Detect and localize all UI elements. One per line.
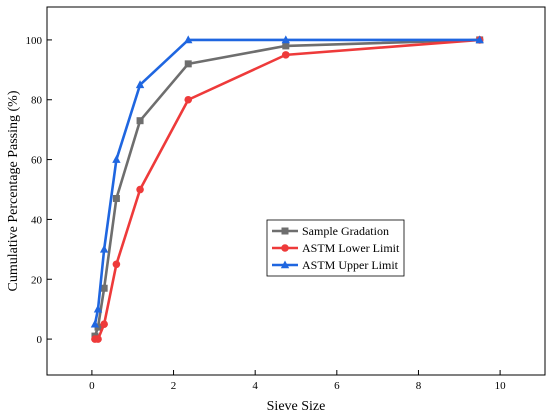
data-point xyxy=(281,51,290,59)
data-point xyxy=(112,155,121,163)
legend-marker xyxy=(280,260,290,269)
plot-frame xyxy=(46,6,546,376)
data-point xyxy=(135,80,145,89)
data-point xyxy=(475,35,484,44)
legend: Sample Gradation ASTM Lower Limit ASTM Upp… xyxy=(266,219,405,277)
legend-label: ASTM Upper Limit xyxy=(302,258,399,272)
data-point xyxy=(184,60,192,68)
x-tick-label: 6 xyxy=(334,380,340,392)
legend-item-sample-gradation: Sample Gradation xyxy=(272,224,389,238)
legend-label: Sample Gradation xyxy=(302,224,389,238)
y-tick-label: 60 xyxy=(31,155,43,167)
series-line xyxy=(93,38,480,325)
series-astm-upper-limit xyxy=(90,35,484,328)
series-line xyxy=(93,38,480,337)
data-point xyxy=(93,304,103,313)
legend-marker xyxy=(281,227,289,235)
x-tick-label: 0 xyxy=(89,380,95,392)
x-tick-label: 2 xyxy=(171,380,177,392)
y-tick-label: 0 xyxy=(37,334,43,346)
legend-item-astm-upper-limit: ASTM Upper Limit xyxy=(272,258,399,272)
data-point xyxy=(112,260,121,269)
data-point xyxy=(281,35,290,44)
data-point xyxy=(100,284,108,292)
y-axis: 0 20 40 60 80 100 xyxy=(26,35,52,346)
data-point xyxy=(90,319,100,328)
series-layer xyxy=(90,35,484,343)
y-tick-label: 40 xyxy=(31,214,43,226)
data-point xyxy=(99,244,109,253)
y-tick-label: 80 xyxy=(31,95,43,107)
data-point xyxy=(282,42,290,50)
data-point xyxy=(184,35,193,44)
data-point xyxy=(100,320,108,328)
legend-label: ASTM Lower Limit xyxy=(302,241,400,255)
data-point xyxy=(112,194,120,202)
legend-item-astm-lower-limit: ASTM Lower Limit xyxy=(272,241,400,255)
x-tick-label: 8 xyxy=(416,380,422,392)
x-tick-label: 10 xyxy=(495,380,507,392)
y-tick-label: 100 xyxy=(26,35,43,47)
data-point xyxy=(136,185,144,194)
series-sample-gradation xyxy=(91,36,484,340)
x-tick-label: 4 xyxy=(252,380,258,392)
series-line xyxy=(94,38,480,341)
series-astm-lower-limit xyxy=(91,36,484,343)
data-point xyxy=(94,335,102,343)
legend-marker xyxy=(281,244,289,252)
x-axis-label: Sieve Size xyxy=(267,399,326,414)
data-point xyxy=(136,117,144,125)
y-axis-label: Cumulative Percentage Passing (%) xyxy=(6,90,21,291)
data-point xyxy=(184,95,193,104)
x-axis: 0 2 4 6 8 10 xyxy=(89,370,506,392)
y-tick-label: 20 xyxy=(31,274,43,286)
